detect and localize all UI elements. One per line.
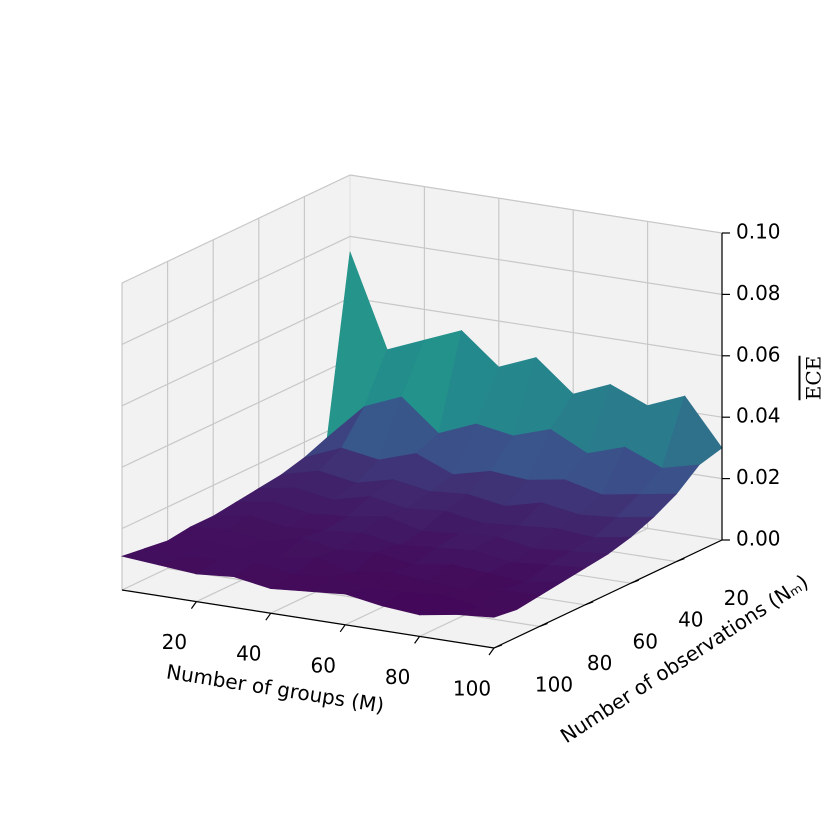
x-tick	[339, 624, 346, 633]
y-tick	[630, 579, 640, 584]
y-tick-label: 60	[632, 629, 657, 653]
x-tick-label: 40	[236, 642, 261, 666]
y-axis-line	[493, 539, 723, 649]
y-tick	[584, 601, 594, 606]
y-tick-label: 40	[678, 608, 703, 632]
x-tick-label: 60	[310, 653, 335, 677]
grid-line	[167, 567, 540, 627]
x-tick-label: 80	[385, 665, 410, 689]
grid-line	[121, 358, 351, 468]
z-tick-label: 0.00	[736, 527, 781, 551]
x-tick	[414, 636, 421, 644]
z-tick-label: 0.02	[736, 465, 781, 489]
z-tick-label: 0.08	[736, 281, 781, 305]
grid-line	[349, 297, 723, 357]
y-tick	[539, 622, 548, 627]
y-tick	[676, 558, 685, 563]
z-tick-label: 0.06	[736, 342, 781, 366]
y-tick-label: 20	[724, 586, 749, 610]
x-axis-title: Number of groups (M)	[165, 659, 386, 717]
y-tick-label: 80	[587, 651, 612, 675]
x-axis-line	[121, 589, 495, 649]
z-tick-label: 0.04	[736, 404, 781, 428]
x-tick	[265, 612, 272, 621]
grid-line	[121, 174, 351, 284]
x-tick	[488, 647, 495, 656]
y-tick	[493, 644, 503, 649]
surface	[120, 251, 723, 618]
x-tick-label: 20	[162, 630, 187, 654]
grid-line	[121, 297, 351, 407]
z-axis-title: ECE	[802, 356, 826, 401]
grid-line	[349, 174, 723, 234]
grid-line	[349, 235, 723, 295]
y-tick-label: 100	[535, 673, 573, 697]
x-tick-label: 100	[453, 677, 491, 701]
surface-patch	[456, 606, 517, 618]
grid-line	[121, 235, 351, 345]
x-tick	[190, 601, 197, 609]
z-tick-label: 0.10	[736, 220, 781, 244]
grid-line	[121, 420, 351, 530]
